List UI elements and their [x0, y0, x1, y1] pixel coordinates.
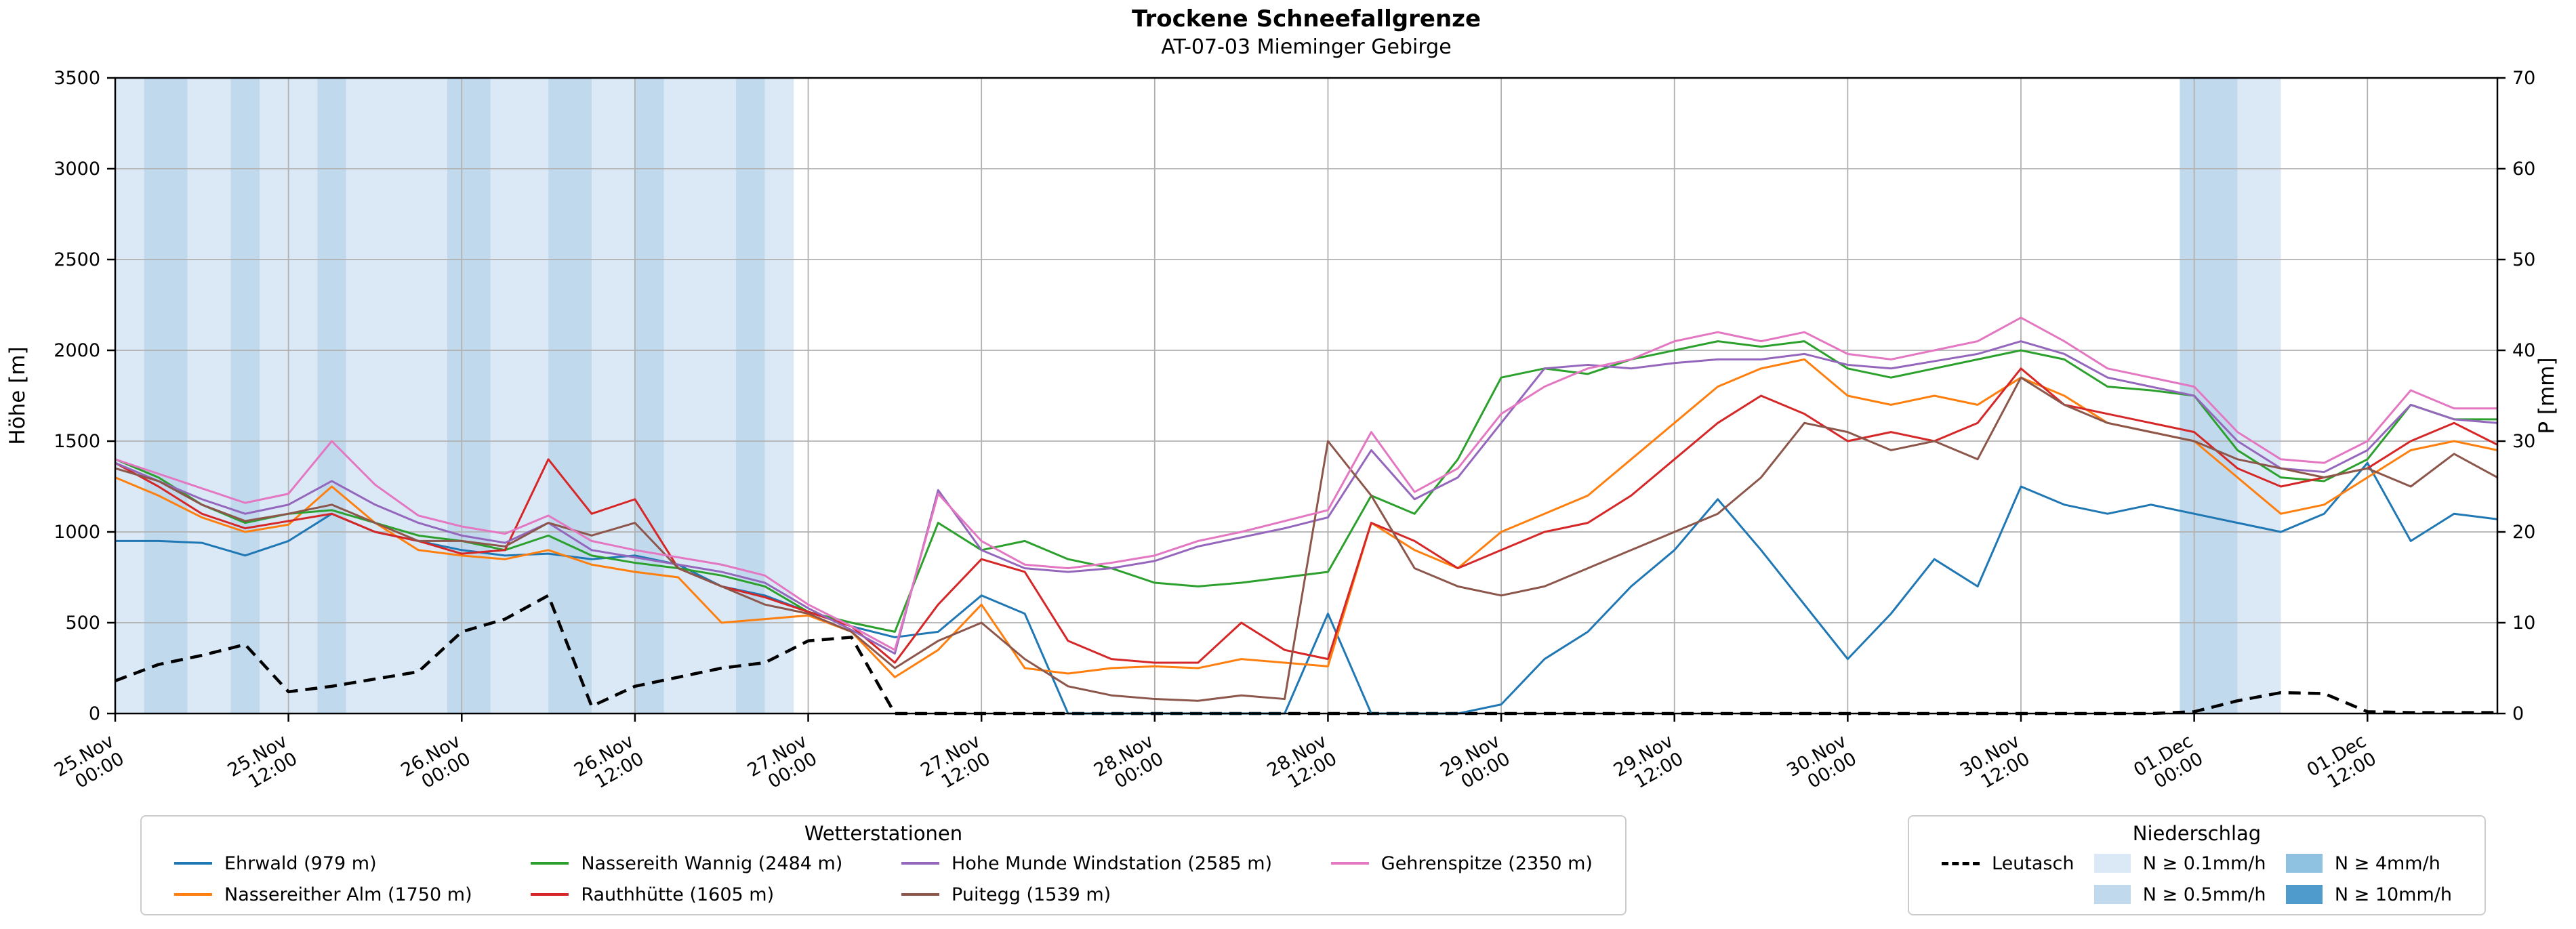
legend-label: N ≥ 4mm/h	[2334, 852, 2440, 874]
x-tick-label: 27.Nov12:00	[917, 730, 994, 799]
precip-band	[634, 78, 664, 714]
precip-legend-grid: Leutasch N ≥ 0.1mm/h N ≥ 0.5mm/h N ≥ 4mm…	[1909, 845, 2485, 910]
precip-band	[490, 78, 549, 714]
legend-item-hohe-munde: Hohe Munde Windstation (2585 m)	[901, 853, 1272, 874]
precip-10-swatch	[2285, 885, 2323, 904]
legend-item-precip-10: N ≥ 10mm/h	[2285, 884, 2452, 905]
series-line-rauthhuette	[115, 367, 2498, 664]
precip-bands-layer	[115, 78, 2281, 714]
precip-band	[663, 78, 737, 714]
legend-label: Leutasch	[1992, 852, 2074, 874]
ehrwald-line-swatch	[174, 862, 212, 865]
x-tick-label: 28.Nov12:00	[1264, 730, 1341, 799]
nassereith-wannig-line-swatch	[531, 862, 569, 865]
legend-label: Puitegg (1539 m)	[952, 884, 1111, 905]
y-tick-label-right: 30	[2512, 431, 2535, 452]
y-tick-label-left: 2000	[54, 340, 100, 361]
y-tick-label-right: 10	[2512, 613, 2535, 634]
precip-legend: Niederschlag Leutasch N ≥ 0.1mm/h N ≥ 0.…	[1908, 815, 2486, 915]
x-tick-label: 25.Nov00:00	[51, 730, 127, 799]
rauthhuette-line-swatch	[531, 893, 569, 896]
legend-label: Gehrenspitze (2350 m)	[1381, 852, 1593, 874]
y-tick-label-right: 70	[2512, 68, 2535, 89]
legend-label: Hohe Munde Windstation (2585 m)	[952, 852, 1273, 874]
precip-band	[187, 78, 231, 714]
y-tick-label-left: 0	[89, 703, 100, 724]
precip-band	[144, 78, 188, 714]
stations-legend: Wetterstationen Ehrwald (979 m) Nasserei…	[140, 815, 1627, 915]
legend-item-gehrenspitze: Gehrenspitze (2350 m)	[1330, 852, 1593, 874]
nassereither-alm-line-swatch	[174, 893, 212, 896]
stations-legend-title: Wetterstationen	[804, 822, 963, 845]
legend-label: Ehrwald (979 m)	[224, 852, 377, 874]
y-tick-label-right: 60	[2512, 159, 2535, 180]
y-axis-label-right: P [mm]	[2535, 357, 2559, 434]
precip-4-swatch	[2285, 854, 2323, 873]
chart-title: Trockene Schneefallgrenze	[1131, 5, 1481, 33]
precip-band	[2237, 78, 2281, 714]
series-line-nassereither-alm	[115, 358, 2498, 678]
x-tick-label: 26.Nov00:00	[397, 730, 474, 799]
y-axis-label-left: Höhe [m]	[5, 346, 30, 445]
legend-item-nassereither-alm: Nassereither Alm (1750 m)	[174, 884, 472, 905]
stations-legend-grid: Ehrwald (979 m) Nassereither Alm (1750 m…	[142, 845, 1625, 910]
legend-label: Rauthhütte (1605 m)	[581, 884, 775, 905]
x-tick-label: 30.Nov00:00	[1784, 730, 1860, 799]
precip-legend-title: Niederschlag	[2132, 822, 2262, 845]
precip-0-5-swatch	[2093, 885, 2131, 904]
y-tick-label-left: 2500	[54, 249, 100, 270]
x-tick-label: 29.Nov00:00	[1437, 730, 1513, 799]
y-tick-label-right: 40	[2512, 340, 2535, 361]
precip-band	[230, 78, 260, 714]
legend-label: N ≥ 10mm/h	[2334, 884, 2452, 905]
legend-label: N ≥ 0.5mm/h	[2142, 884, 2266, 905]
x-tick-label: 01.Dec00:00	[2130, 730, 2207, 798]
y-tick-label-left: 3500	[54, 68, 100, 89]
hohe-munde-line-swatch	[901, 862, 940, 865]
y-tick-label-right: 20	[2512, 522, 2535, 543]
x-tick-label: 26.Nov12:00	[571, 730, 647, 799]
x-tick-label: 30.Nov12:00	[1957, 730, 2033, 799]
x-tick-label: 29.Nov12:00	[1610, 730, 1687, 799]
legend-label: Nassereith Wannig (2484 m)	[581, 852, 843, 874]
precip-band	[548, 78, 592, 714]
precip-band	[592, 78, 635, 714]
gehrenspitze-line-swatch	[1330, 862, 1369, 865]
precip-band	[115, 78, 144, 714]
chart-subtitle: AT-07-03 Mieminger Gebirge	[1161, 35, 1452, 59]
puitegg-line-swatch	[901, 893, 940, 896]
y-tick-label-left: 3000	[54, 159, 100, 180]
legend-label: N ≥ 0.1mm/h	[2142, 852, 2266, 874]
precip-band	[447, 78, 491, 714]
legend-item-precip-0-5: N ≥ 0.5mm/h	[2093, 884, 2266, 905]
y-tick-label-right: 50	[2512, 249, 2535, 270]
series-line-gehrenspitze	[115, 316, 2497, 651]
legend-item-nassereith-wannig: Nassereith Wannig (2484 m)	[531, 853, 842, 874]
series-line-hohe-munde	[115, 340, 2498, 655]
y-tick-label-left: 1500	[54, 431, 100, 452]
legend-label: Nassereither Alm (1750 m)	[224, 884, 472, 905]
x-tick-label: 01.Dec12:00	[2304, 730, 2380, 798]
x-tick-label: 25.Nov12:00	[224, 730, 301, 799]
legend-item-precip-4: N ≥ 4mm/h	[2285, 852, 2452, 874]
series-line-puitegg	[115, 376, 2498, 702]
legend-item-leutasch: Leutasch	[1942, 853, 2074, 874]
precip-band	[736, 78, 765, 714]
legend-item-puitegg: Puitegg (1539 m)	[901, 884, 1272, 905]
y-tick-label-left: 500	[65, 613, 100, 634]
legend-item-ehrwald: Ehrwald (979 m)	[174, 853, 472, 874]
precip-0-1-swatch	[2093, 854, 2131, 873]
y-tick-label-left: 1000	[54, 522, 100, 543]
y-tick-label-right: 0	[2512, 703, 2524, 724]
legend-item-rauthhuette: Rauthhütte (1605 m)	[531, 884, 842, 905]
precip-band	[317, 78, 346, 714]
leutasch-dashed-line-swatch	[1942, 861, 1980, 865]
x-tick-label: 27.Nov00:00	[744, 730, 821, 799]
x-tick-label: 28.Nov00:00	[1090, 730, 1167, 799]
precip-band	[346, 78, 447, 714]
legend-item-precip-0-1: N ≥ 0.1mm/h	[2093, 852, 2266, 874]
chart-canvas: 25.Nov00:00 25.Nov12:00 26.Nov00:00 26.Nov1…	[5, 68, 2559, 799]
